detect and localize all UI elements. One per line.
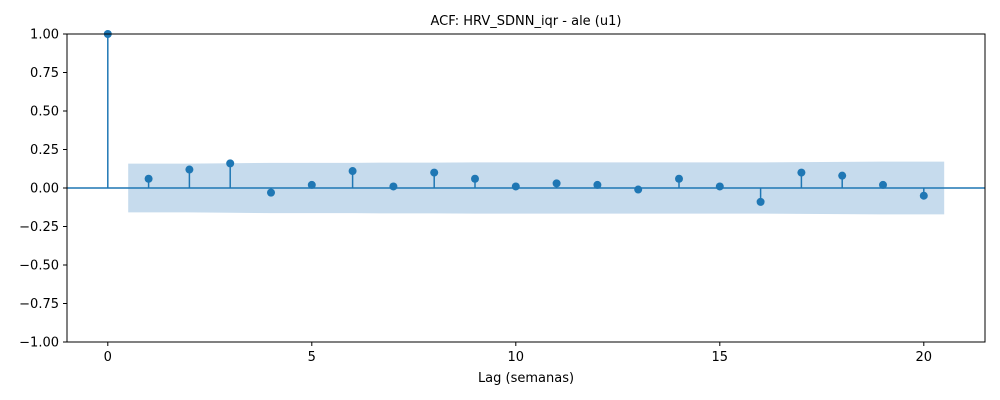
- acf-lag-10: [511, 182, 520, 191]
- acf-marker: [838, 171, 847, 180]
- x-tick-label: 15: [712, 350, 729, 365]
- acf-marker: [675, 174, 683, 183]
- y-tick-label: −0.75: [19, 297, 59, 312]
- acf-marker: [471, 174, 479, 183]
- acf-marker: [879, 180, 887, 189]
- y-ticks: −1.00 −0.75 −0.50 −0.25 0.00 0.25 0.50 0.75 1.00: [19, 28, 67, 351]
- x-axis-label: Lag (semanas): [478, 371, 574, 386]
- acf-lag-6: [348, 167, 357, 188]
- y-tick-label: 0.00: [30, 182, 59, 197]
- acf-lag-18: [838, 171, 847, 188]
- acf-lag-2: [185, 165, 194, 188]
- acf-lag-11: [552, 179, 561, 188]
- acf-marker: [185, 165, 194, 174]
- acf-lag-0: [103, 30, 112, 188]
- acf-lag-7: [389, 182, 398, 191]
- x-ticks: 0 5 10 15 20: [104, 342, 932, 365]
- acf-marker: [389, 182, 398, 191]
- chart-title: ACF: HRV_SDNN_iqr - ale (u1): [431, 14, 622, 29]
- acf-lag-12: [593, 180, 602, 189]
- y-tick-label: 1.00: [30, 28, 59, 43]
- acf-marker: [430, 168, 439, 177]
- acf-marker: [348, 167, 357, 176]
- acf-lag-15: [715, 182, 724, 191]
- acf-marker: [756, 197, 765, 206]
- acf-marker: [226, 159, 235, 168]
- acf-lag-14: [675, 174, 683, 188]
- acf-lag-5: [307, 180, 316, 189]
- acf-marker: [797, 168, 806, 177]
- y-tick-label: 0.75: [30, 66, 59, 81]
- acf-marker: [511, 182, 520, 191]
- acf-lag-16: [756, 188, 765, 206]
- acf-marker: [593, 180, 602, 189]
- y-tick-label: 0.25: [30, 143, 59, 158]
- acf-marker: [634, 185, 643, 194]
- x-tick-label: 10: [508, 350, 525, 365]
- x-tick-label: 20: [916, 350, 933, 365]
- acf-marker: [267, 188, 275, 197]
- acf-marker: [715, 182, 724, 191]
- acf-lag-8: [430, 168, 439, 188]
- y-tick-label: −0.50: [19, 259, 59, 274]
- acf-marker: [307, 180, 316, 189]
- x-tick-label: 5: [308, 350, 316, 365]
- x-tick-label: 0: [104, 350, 112, 365]
- acf-lag-3: [226, 159, 235, 188]
- y-tick-label: 0.50: [30, 105, 59, 120]
- y-tick-label: −0.25: [19, 220, 59, 235]
- acf-lag-4: [267, 188, 275, 197]
- acf-lag-13: [634, 185, 643, 194]
- acf-marker: [144, 174, 153, 183]
- y-tick-label: −1.00: [19, 336, 59, 351]
- acf-lag-19: [879, 180, 887, 189]
- acf-lag-9: [471, 174, 479, 188]
- acf-marker: [552, 179, 561, 188]
- acf-lag-17: [797, 168, 806, 188]
- acf-lag-1: [144, 174, 153, 188]
- stems-layer: [103, 30, 928, 206]
- acf-lag-20: [919, 188, 928, 200]
- acf-marker: [919, 191, 928, 200]
